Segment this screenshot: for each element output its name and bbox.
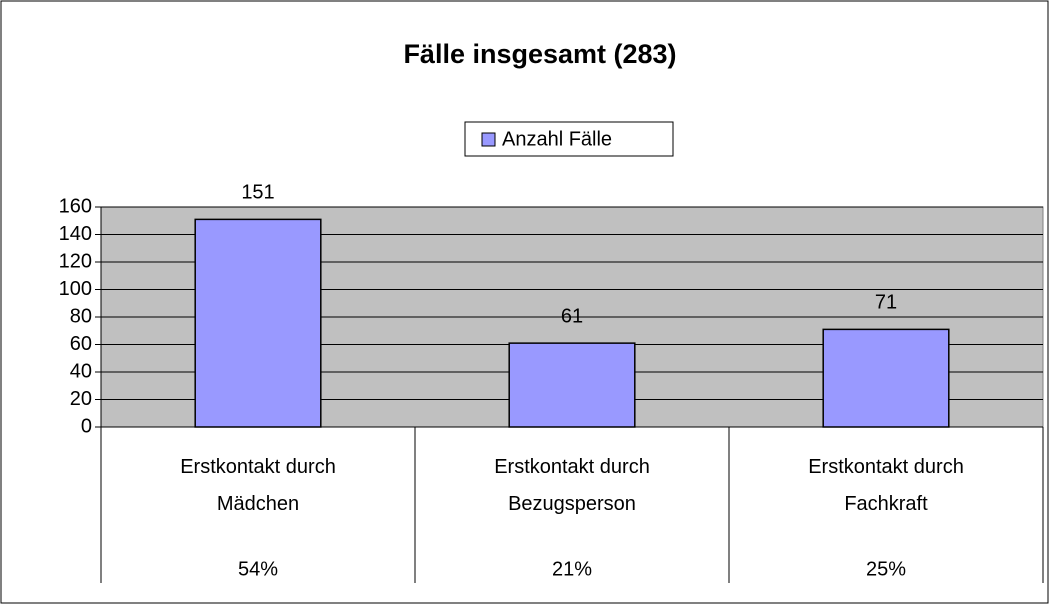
y-tick-label: 140 (59, 223, 92, 245)
y-tick-label: 40 (70, 360, 92, 382)
bar (194, 218, 322, 428)
x-tick-label: Erstkontakt durch Bezugsperson (494, 456, 650, 515)
y-tick-label: 120 (59, 250, 92, 272)
share-label: 21% (552, 558, 592, 580)
x-tick-label-box: Erstkontakt durch Mädchen (180, 456, 336, 515)
data-label: 61 (561, 305, 583, 327)
y-tick-label: 80 (70, 305, 92, 327)
chart-title: Fälle insgesamt (283) (403, 39, 676, 69)
bar (508, 342, 636, 428)
y-tick-label: 160 (59, 195, 92, 217)
y-tick-label: 60 (70, 333, 92, 355)
x-tick-label: Erstkontakt durch Fachkraft (808, 456, 964, 515)
share-label: 54% (238, 558, 278, 580)
legend-box (464, 121, 674, 157)
bar (822, 328, 950, 428)
data-label: 71 (875, 292, 897, 314)
legend-label: Anzahl Fälle (502, 128, 612, 150)
share-label: 25% (866, 558, 906, 580)
y-tick-label: 100 (59, 278, 92, 300)
y-tick-label: 20 (70, 388, 92, 410)
legend-swatch (481, 132, 496, 147)
x-tick-label-box: Erstkontakt durch Fachkraft (808, 456, 964, 515)
x-tick-label-box: Erstkontakt durch Bezugsperson (494, 456, 650, 515)
y-tick-label: 0 (81, 415, 92, 437)
x-tick-label: Erstkontakt durch Mädchen (180, 456, 336, 515)
data-label: 151 (241, 182, 274, 204)
